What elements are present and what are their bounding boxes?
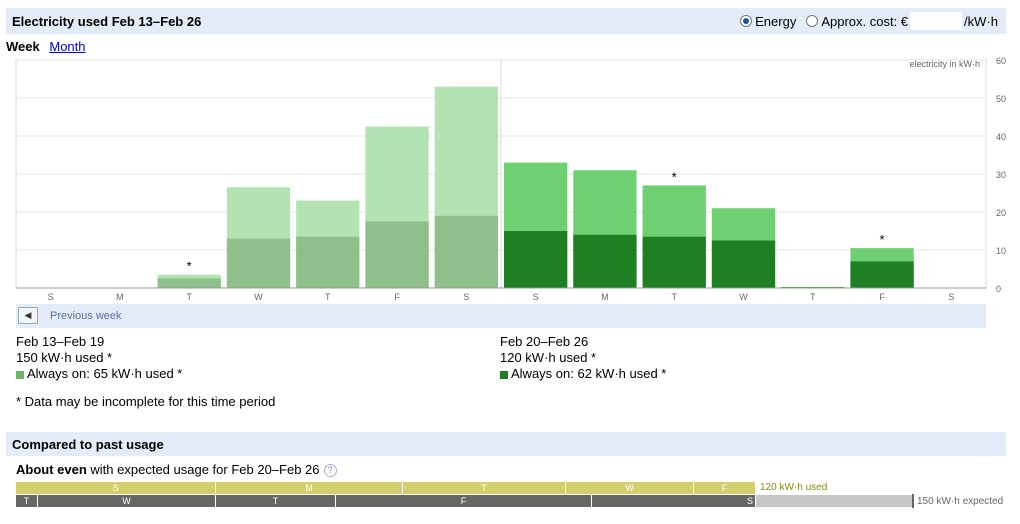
- y-tick-label: 50: [996, 94, 1006, 104]
- help-icon[interactable]: ?: [323, 464, 337, 478]
- used-band-day: M: [216, 482, 403, 494]
- week2-always-on: Always on: 62 kW·h used *: [511, 366, 667, 381]
- bar-always-on: [157, 278, 221, 288]
- expected-band-day: T: [16, 495, 38, 507]
- cost-input[interactable]: [910, 12, 963, 30]
- bar-always-on: [711, 240, 776, 288]
- usage-bar-chart: 0 10 20 30 40 50 60 electricity in kW·h * * * S M T W T…: [15, 56, 1006, 302]
- x-tick-label: F: [879, 292, 885, 302]
- x-tick-label: S: [948, 292, 954, 302]
- expected-band-label: 150 kW·h expected: [917, 496, 1004, 507]
- bar-always-on: [226, 238, 291, 288]
- used-band-day: W: [566, 482, 694, 494]
- expected-band-day: F: [336, 495, 592, 507]
- x-tick-label: T: [325, 292, 331, 302]
- cost-radio-label[interactable]: Approx. cost: €: [821, 13, 909, 29]
- page-title: Electricity used Feb 13–Feb 26: [12, 14, 202, 29]
- bar-always-on: [434, 215, 498, 288]
- used-band-label: 120 kW·h used: [760, 482, 828, 493]
- expected-band-end-marker: [912, 494, 914, 508]
- compare-verdict-detail: with expected usage for Feb 20–Feb 26: [86, 462, 320, 477]
- compare-verdict: About even: [16, 462, 87, 477]
- y-tick-label: 10: [996, 246, 1006, 256]
- x-tick-label: T: [810, 292, 816, 302]
- tab-month[interactable]: Month: [49, 39, 86, 54]
- incomplete-marker: *: [672, 169, 677, 184]
- x-tick-label: W: [254, 292, 263, 302]
- expected-band: T W T F S: [16, 495, 756, 507]
- expected-band-day: T: [216, 495, 336, 507]
- compare-title: Compared to past usage: [12, 437, 164, 452]
- week2-swatch: [500, 370, 508, 379]
- bar-always-on: [504, 231, 568, 288]
- week2-used: 120 kW·h used *: [500, 350, 597, 365]
- previous-week-link[interactable]: Previous week: [50, 310, 122, 322]
- tab-week[interactable]: Week: [6, 39, 40, 54]
- y-tick-label: 20: [996, 208, 1006, 218]
- x-tick-label: S: [48, 292, 54, 302]
- y-axis-label: electricity in kW·h: [909, 59, 980, 69]
- incomplete-data-note: * Data may be incomplete for this time p…: [16, 394, 276, 409]
- incomplete-marker: *: [880, 232, 885, 247]
- x-tick-label: S: [533, 292, 539, 302]
- unit-selector: Energy Approx. cost: € /kW·h: [740, 12, 998, 30]
- week1-swatch: [16, 370, 24, 379]
- bar-always-on: [850, 261, 914, 288]
- bar-always-on: [365, 221, 429, 288]
- week2-range: Feb 20–Feb 26: [500, 334, 589, 349]
- week2-always-on-row: Always on: 62 kW·h used *: [500, 366, 666, 382]
- cost-unit: /kW·h: [964, 13, 998, 29]
- y-tick-label: 40: [996, 132, 1006, 142]
- week1-range: Feb 13–Feb 19: [16, 334, 105, 349]
- expected-band-remainder: [756, 495, 912, 507]
- x-tick-label: T: [671, 292, 677, 302]
- used-band-remainder: [756, 482, 914, 494]
- x-tick-label: W: [739, 292, 748, 302]
- bar-always-on: [573, 234, 637, 288]
- week1-always-on: Always on: 65 kW·h used *: [27, 366, 183, 381]
- bar-always-on: [642, 236, 706, 288]
- used-band-day: F: [694, 482, 756, 494]
- x-tick-label: F: [394, 292, 400, 302]
- used-band-day: T: [403, 482, 566, 494]
- energy-radio[interactable]: [740, 15, 753, 27]
- x-tick-label: T: [186, 292, 192, 302]
- x-tick-label: S: [463, 292, 469, 302]
- used-band: S M T W F: [16, 482, 756, 494]
- used-band-day: S: [16, 482, 216, 494]
- header-bar: Electricity used Feb 13–Feb 26 Energy Ap…: [6, 8, 1006, 34]
- bar-always-on: [296, 236, 360, 288]
- week1-always-on-row: Always on: 65 kW·h used *: [16, 366, 182, 382]
- compare-header: Compared to past usage: [6, 432, 1006, 456]
- compare-verdict-line: About even with expected usage for Feb 2…: [16, 462, 337, 478]
- y-tick-label: 60: [996, 56, 1006, 66]
- x-tick-label: M: [601, 292, 609, 302]
- week1-used: 150 kW·h used *: [16, 350, 113, 365]
- energy-radio-label[interactable]: Energy: [755, 13, 797, 29]
- expected-band-day: S: [592, 495, 756, 507]
- previous-week-bar: ◀ Previous week: [16, 304, 986, 328]
- y-tick-label: 30: [996, 170, 1006, 180]
- arrow-left-icon[interactable]: ◀: [18, 307, 38, 324]
- cost-radio[interactable]: [806, 15, 819, 27]
- week1-summary: Feb 13–Feb 19 150 kW·h used * Always on:…: [16, 334, 182, 382]
- x-tick-label: M: [116, 292, 124, 302]
- incomplete-marker: *: [187, 259, 192, 274]
- expected-band-day: W: [38, 495, 216, 507]
- period-tabs: Week Month: [6, 39, 86, 54]
- week2-summary: Feb 20–Feb 26 120 kW·h used * Always on:…: [500, 334, 666, 382]
- y-tick-label: 0: [996, 284, 1001, 294]
